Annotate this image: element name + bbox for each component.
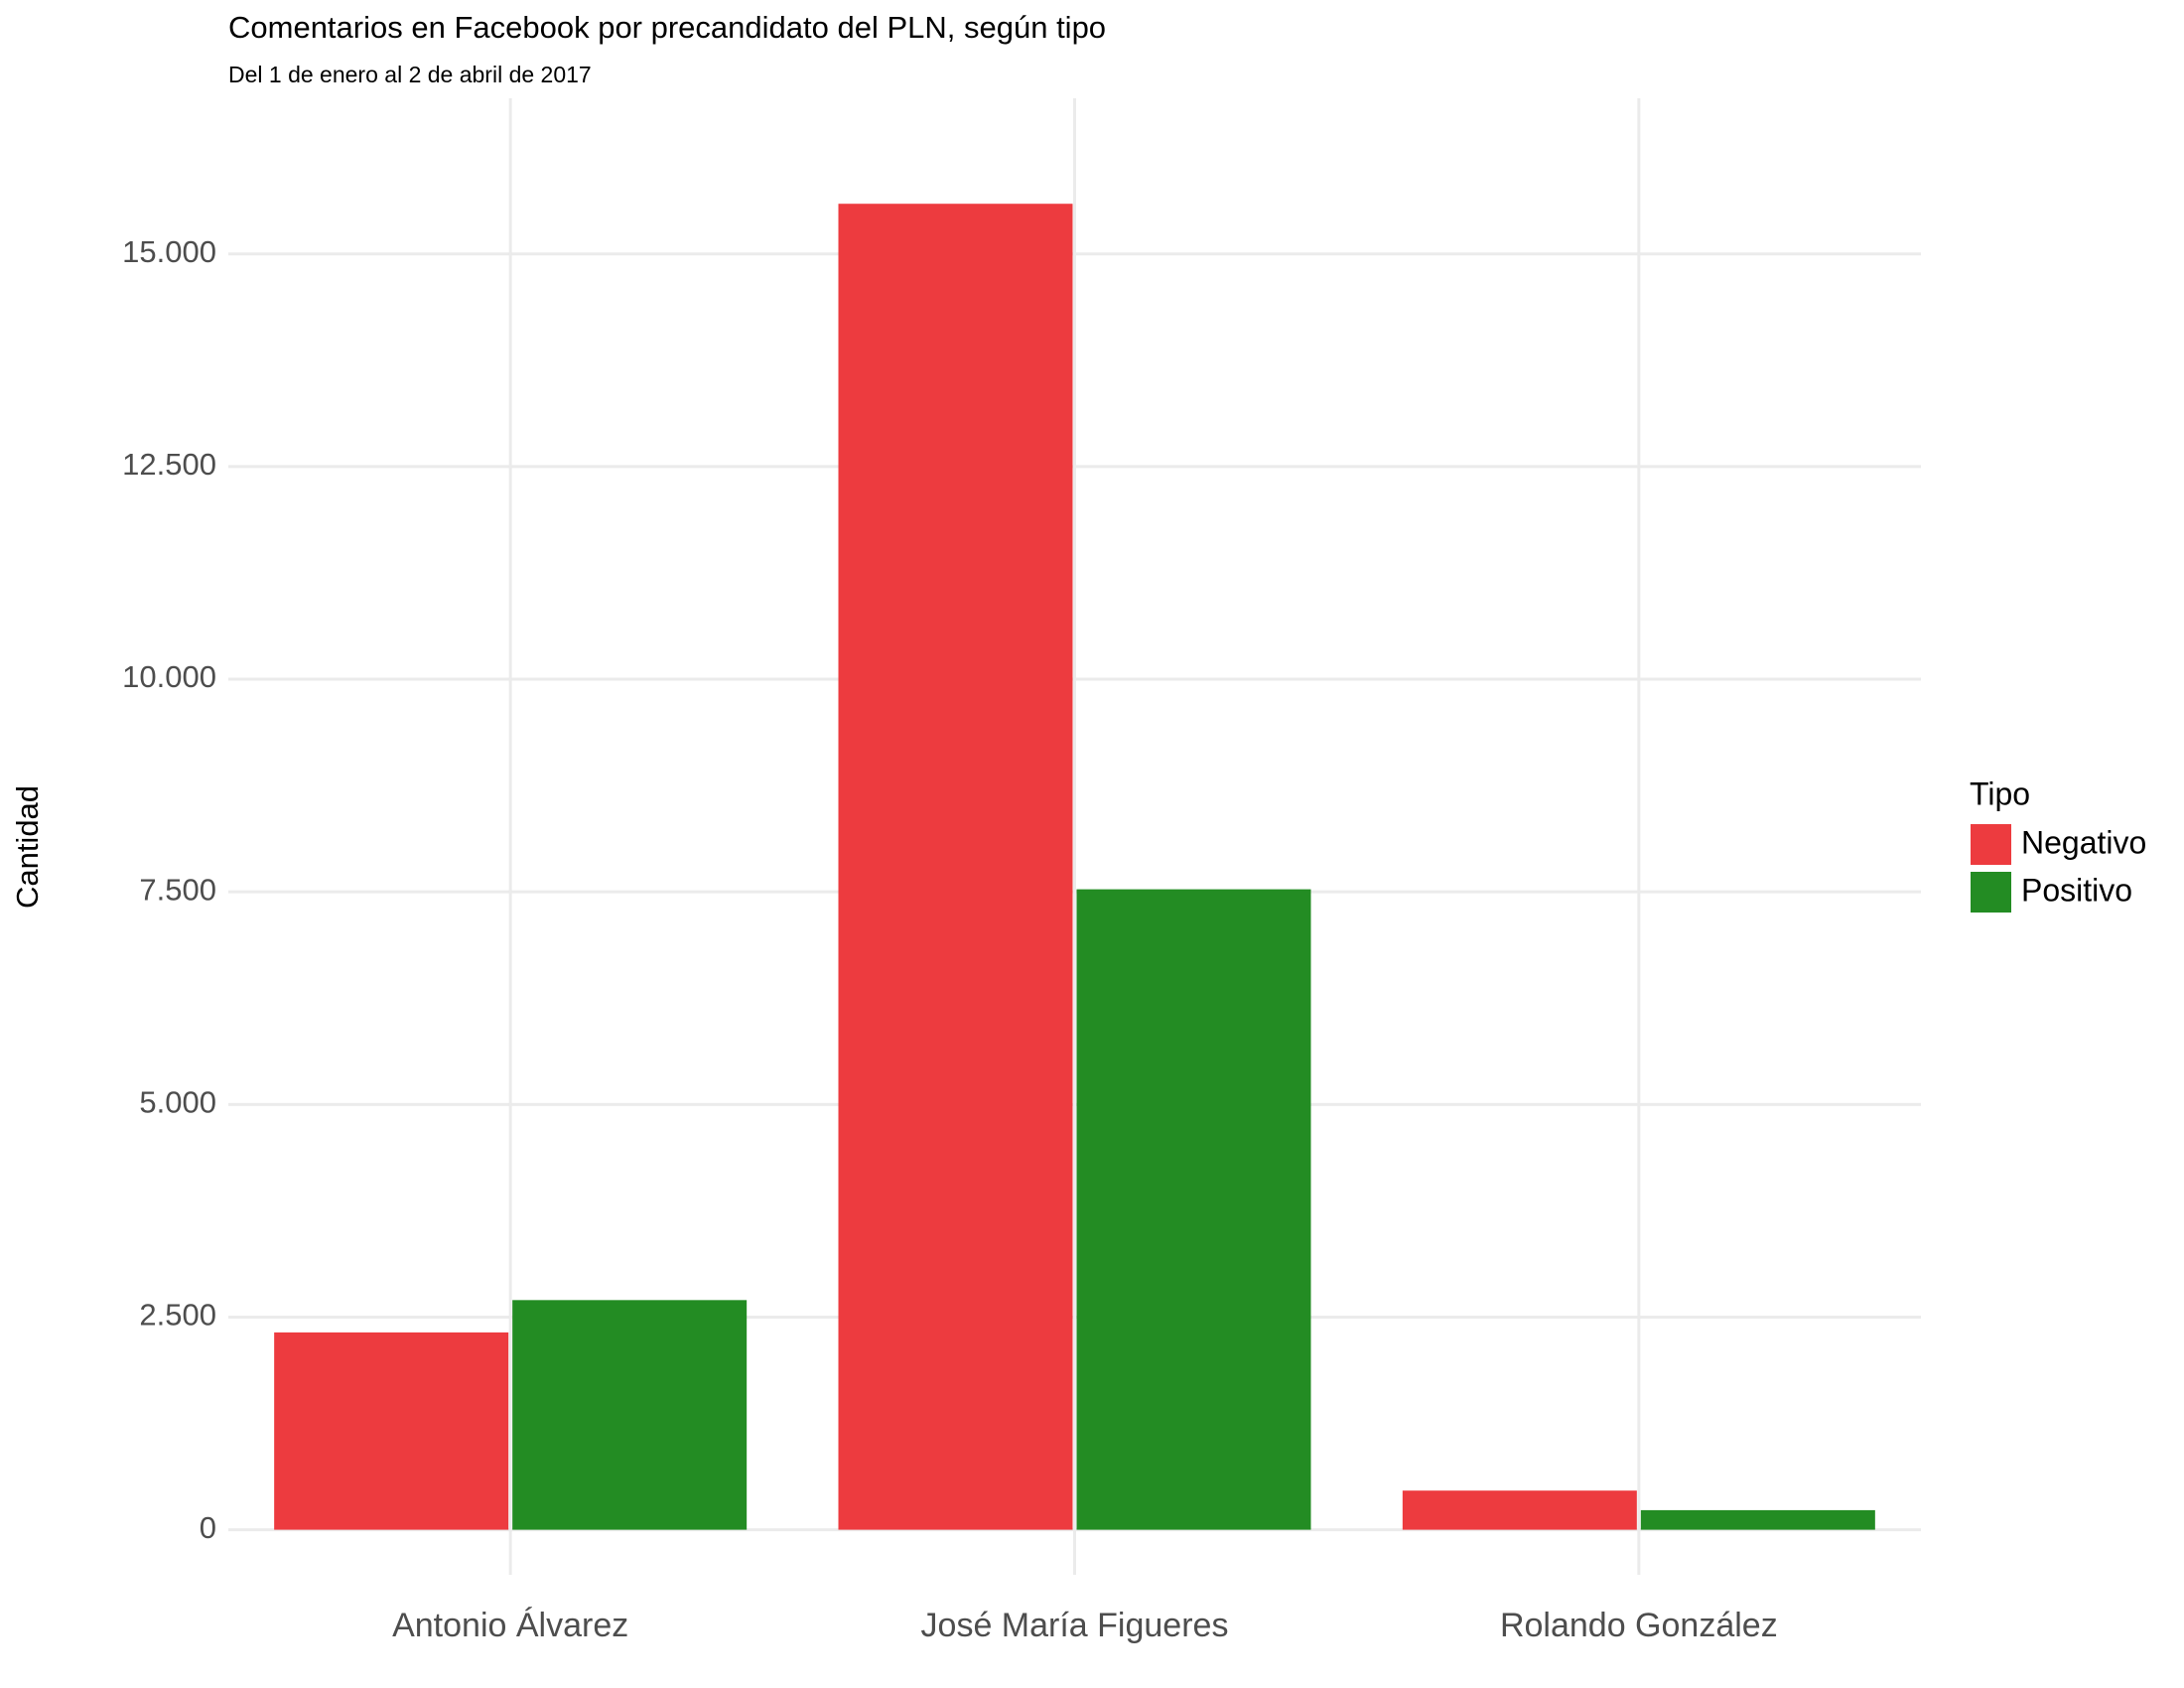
y-tick-label: 10.000	[122, 659, 216, 694]
y-axis-title: Cantidad	[10, 785, 45, 909]
y-tick-label: 0	[200, 1510, 216, 1545]
legend-swatch	[1971, 872, 2011, 913]
legend: Tipo Negativo Positivo	[1970, 775, 2146, 913]
x-tick-label: José María Figueres	[921, 1607, 1229, 1644]
bar	[1640, 1509, 1875, 1530]
y-tick-label: 5.000	[139, 1085, 216, 1120]
bar	[274, 1332, 509, 1530]
legend-label: Positivo	[2021, 872, 2132, 908]
chart-subtitle: Del 1 de enero al 2 de abril de 2017	[228, 62, 592, 87]
bar	[838, 204, 1073, 1530]
legend-swatch	[1971, 824, 2011, 865]
y-tick-label: 7.500	[139, 872, 216, 907]
bar	[512, 1300, 748, 1530]
grid	[228, 98, 1921, 1575]
legend-label: Negativo	[2021, 824, 2146, 860]
legend-title: Tipo	[1970, 775, 2030, 811]
y-tick-label: 2.500	[139, 1298, 216, 1333]
y-tick-label: 15.000	[122, 234, 216, 269]
x-tick-label: Antonio Álvarez	[392, 1607, 628, 1644]
x-tick-label: Rolando González	[1500, 1607, 1778, 1644]
bar	[1076, 889, 1311, 1530]
y-tick-label: 12.500	[122, 447, 216, 482]
chart-title: Comentarios en Facebook por precandidato…	[228, 10, 1106, 45]
bars	[274, 204, 1875, 1530]
bar	[1402, 1490, 1637, 1530]
